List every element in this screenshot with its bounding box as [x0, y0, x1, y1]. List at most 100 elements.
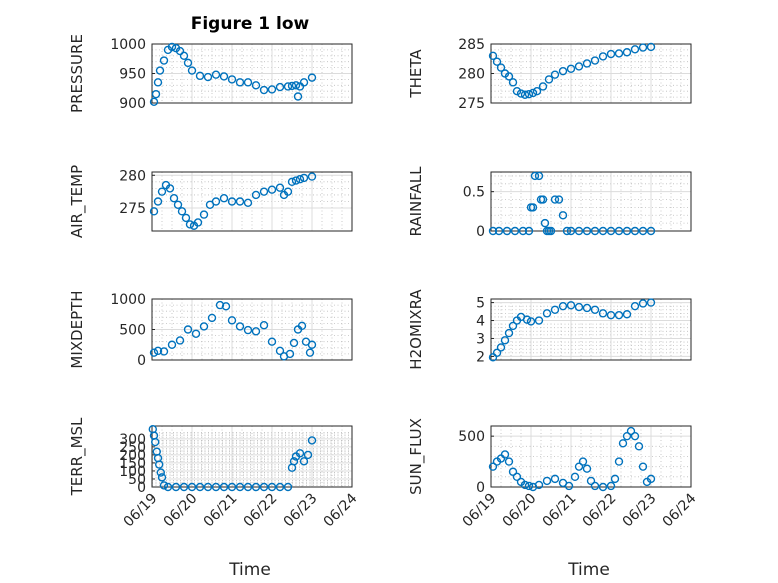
- y-tick-label: 250: [119, 440, 146, 456]
- subplot-2: 275 280 285 THETA: [407, 37, 692, 112]
- data-point: [275, 183, 285, 192]
- data-point: [267, 337, 277, 346]
- data-point: [550, 195, 560, 204]
- data-point: [149, 97, 159, 107]
- data-point: [153, 346, 163, 356]
- data-point: [630, 226, 640, 236]
- data-point: [512, 472, 522, 482]
- data-point: [307, 73, 317, 82]
- y-tick-label: 950: [119, 67, 146, 83]
- data-point: [285, 349, 295, 359]
- data-point: [550, 70, 560, 79]
- data-point: [185, 220, 195, 229]
- axes-frame: [490, 298, 692, 361]
- data-point: [267, 85, 277, 94]
- data-point: [504, 72, 514, 81]
- data-point: [546, 226, 556, 236]
- data-point: [159, 347, 169, 356]
- data-point: [582, 464, 592, 473]
- x-tick-label: 06/21: [201, 491, 241, 531]
- data-point: [554, 195, 564, 204]
- data-point: [154, 460, 164, 469]
- data-point: [590, 226, 600, 236]
- y-tick-label: 500: [458, 429, 485, 445]
- data-point: [167, 42, 177, 52]
- data-point: [582, 303, 592, 313]
- data-point: [183, 325, 193, 334]
- data-point: [227, 482, 237, 492]
- y-tick-label: 0.5: [463, 185, 485, 201]
- y-axis-label: TERR_MSL: [68, 417, 87, 496]
- data-point: [534, 171, 544, 181]
- y-tick-label: 500: [119, 323, 146, 339]
- y-tick-label: 280: [458, 67, 485, 83]
- data-point: [203, 72, 213, 82]
- data-point: [500, 336, 510, 345]
- x-axis-label: Time: [567, 560, 610, 580]
- data-point: [171, 482, 181, 492]
- y-tick-label: 200: [119, 448, 146, 464]
- y-tick-label: 3: [476, 331, 485, 347]
- data-point: [203, 482, 213, 492]
- y-tick-label: 285: [458, 37, 485, 53]
- data-point: [219, 72, 229, 81]
- data-point: [520, 480, 530, 490]
- data-point: [291, 176, 301, 185]
- data-point: [219, 482, 229, 492]
- x-tick-label: 06/19: [460, 491, 500, 531]
- data-point: [167, 340, 177, 349]
- data-point: [207, 313, 217, 323]
- y-tick-label: 50: [128, 472, 146, 488]
- data-point: [550, 305, 560, 314]
- data-point: [630, 301, 640, 311]
- data-point: [558, 66, 568, 76]
- data-point: [538, 195, 548, 204]
- data-point: [510, 226, 520, 236]
- data-point: [235, 482, 245, 492]
- data-point: [155, 66, 165, 75]
- data-point: [235, 197, 245, 206]
- data-point: [195, 71, 205, 81]
- data-point: [159, 481, 169, 490]
- data-point: [187, 66, 197, 75]
- data-point: [530, 171, 540, 181]
- y-tick-label: 4: [476, 314, 485, 330]
- data-point: [614, 49, 624, 58]
- data-point: [289, 457, 299, 466]
- data-point: [191, 329, 201, 338]
- data-point: [193, 218, 203, 227]
- x-tick-label: 06/19: [121, 491, 161, 531]
- data-point: [177, 207, 187, 216]
- data-point: [638, 43, 648, 52]
- data-point: [566, 226, 576, 236]
- data-point: [614, 226, 624, 236]
- data-point: [544, 75, 554, 84]
- y-tick-label: 0: [476, 224, 485, 240]
- y-tick-label: 900: [119, 96, 146, 112]
- data-point: [267, 185, 277, 194]
- data-point: [303, 450, 313, 460]
- y-axis-label: PRESSURE: [68, 34, 86, 113]
- data-point: [156, 468, 166, 477]
- data-point: [219, 194, 229, 203]
- data-point: [522, 315, 532, 324]
- data-point: [259, 482, 269, 492]
- data-point: [638, 226, 648, 236]
- data-point: [181, 213, 191, 223]
- data-point: [598, 309, 608, 318]
- data-point: [606, 226, 616, 236]
- data-point: [149, 207, 159, 216]
- data-point: [528, 203, 538, 212]
- data-point: [520, 90, 530, 99]
- data-point: [614, 310, 624, 320]
- data-point: [259, 85, 269, 95]
- data-point: [307, 436, 317, 445]
- data-point: [578, 457, 588, 466]
- data-point: [598, 226, 608, 236]
- data-point: [606, 481, 616, 491]
- subplot-6: 2 34 5 H2OMIXRA: [407, 289, 692, 370]
- y-tick-label: 275: [458, 96, 485, 112]
- data-point: [494, 226, 504, 236]
- data-point: [251, 482, 261, 492]
